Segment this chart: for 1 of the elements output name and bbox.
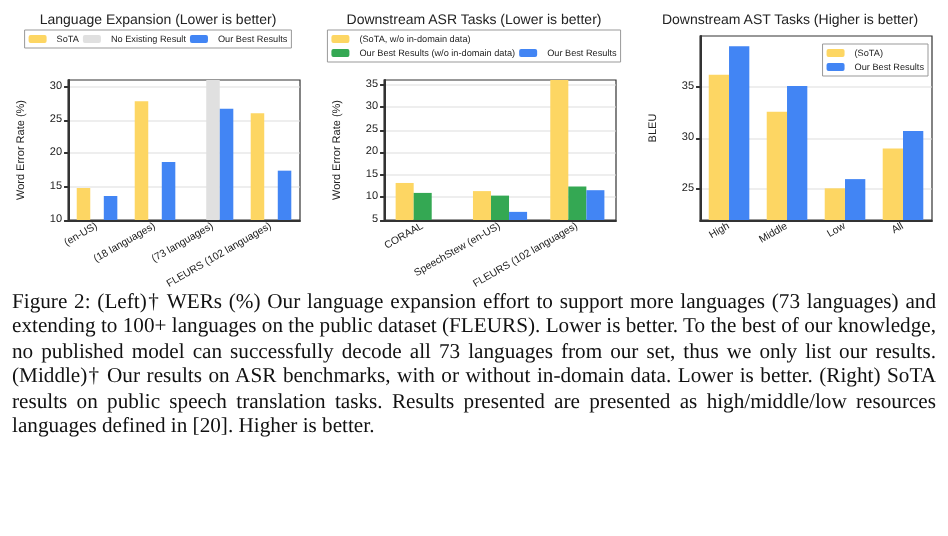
- caption: Figure 2: (Left)† WERs (%) Our language expansion effort to support more languages (73 languages) and extending to 100+ languages on the public dataset (FLEURS). Lower is better. To the best of our knowledge, no published model can successfully decode all 73 languages from our set, thus we only list our results. (Middle)† Our results on ASR benchmarks, with or without in-domain data. Lower is better. (Right) SoTA results on public speech translation tasks. Results presented are presented as high/middle/low resources languages defined in [20]. Higher is better.: [12, 292, 936, 441]
